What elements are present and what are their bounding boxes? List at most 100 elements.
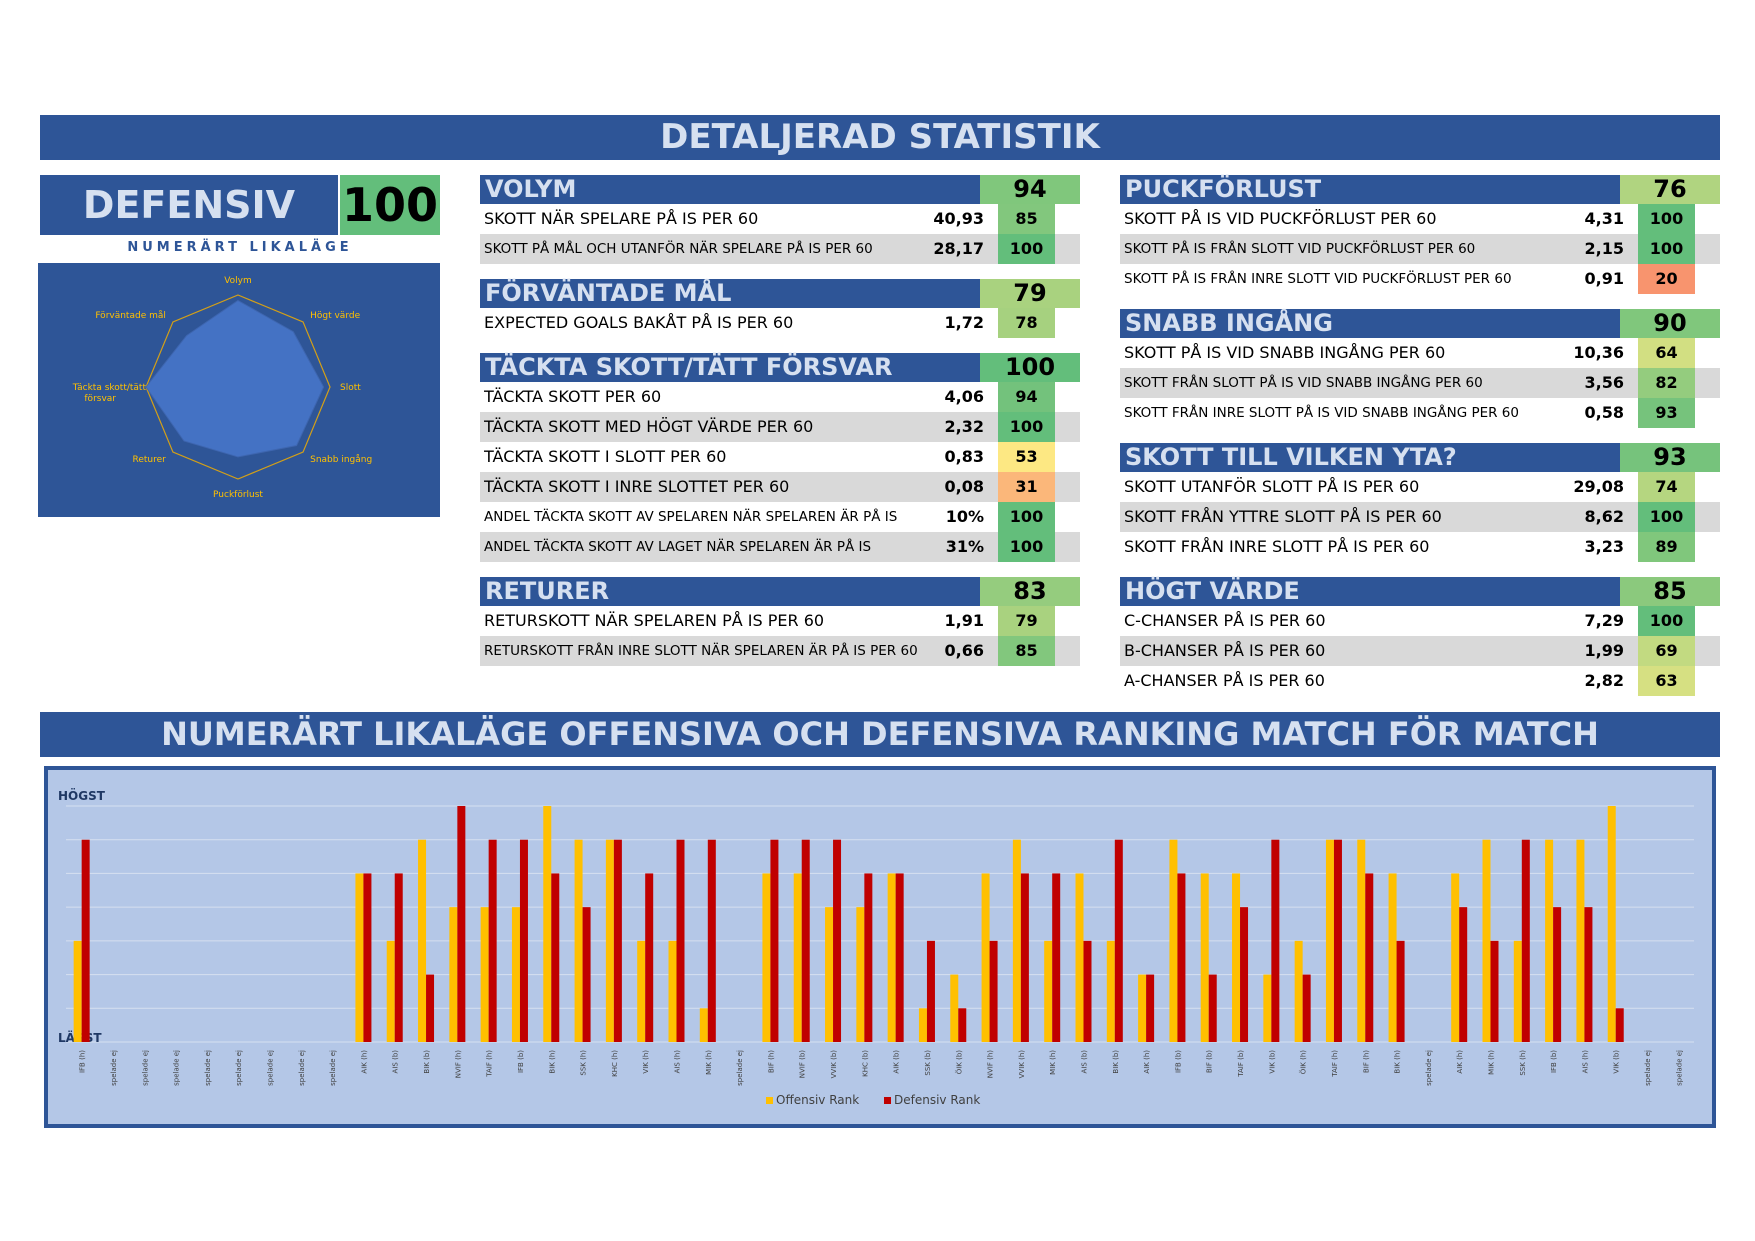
stat-rank: 93 — [1638, 398, 1695, 428]
radar-series-area — [145, 299, 325, 458]
stat-rank: 85 — [998, 204, 1055, 234]
x-tick-label: VVIK (b) — [830, 1050, 838, 1079]
x-tick-label: spelade ej — [110, 1050, 118, 1086]
offensive-bar — [918, 1008, 927, 1042]
defensive-bar — [1271, 839, 1280, 1042]
radar-axis-label: Snabb ingång — [310, 454, 372, 465]
radar-axis-label: Förväntade mål — [95, 310, 166, 321]
defensive-bar — [645, 873, 654, 1042]
stat-row: B-CHANSER PÅ IS PER 60 1,99 69 — [1120, 636, 1720, 666]
chart-title: NUMERÄRT LIKALÄGE OFFENSIVA OCH DEFENSIV… — [40, 712, 1720, 757]
panel-score: 94 — [980, 175, 1080, 204]
stat-value: 40,93 — [933, 209, 984, 228]
x-tick-label: KHC (b) — [861, 1050, 869, 1077]
offensive-bar — [950, 974, 959, 1042]
stat-rank: 20 — [1638, 264, 1695, 294]
x-tick-label: AIS (h) — [1581, 1050, 1589, 1074]
stat-label: SKOTT FRÅN INRE SLOTT PÅ IS VID SNABB IN… — [1124, 405, 1519, 421]
x-tick-label: spelade ej — [204, 1050, 212, 1086]
panel-title: VOLYM — [480, 175, 980, 204]
stat-row: SKOTT PÅ IS FRÅN INRE SLOTT VID PUCKFÖRL… — [1120, 264, 1720, 294]
defensive-bar — [770, 839, 779, 1042]
stat-rank: 100 — [1638, 204, 1695, 234]
radar-axis-label: Puckförlust — [213, 490, 263, 500]
stat-value: 4,06 — [944, 387, 984, 406]
offensive-bar — [1169, 839, 1178, 1042]
x-tick-label: AIS (h) — [674, 1050, 682, 1074]
x-tick-label: IFB (h) — [79, 1050, 87, 1073]
stat-label: TÄCKTA SKOTT PER 60 — [484, 387, 662, 406]
stat-label: SKOTT PÅ IS VID PUCKFÖRLUST PER 60 — [1124, 209, 1437, 228]
stat-value: 4,31 — [1584, 209, 1624, 228]
x-tick-label: spelade ej — [1675, 1050, 1683, 1086]
stat-label: TÄCKTA SKOTT MED HÖGT VÄRDE PER 60 — [484, 417, 814, 436]
stat-row: C-CHANSER PÅ IS PER 60 7,29 100 — [1120, 606, 1720, 636]
panel-forvantade-mal: FÖRVÄNTADE MÅL 79 EXPECTED GOALS BAKÅT PÅ … — [480, 279, 1080, 338]
x-tick-label: BIF (h) — [1362, 1050, 1370, 1073]
offensive-bar — [637, 940, 646, 1042]
panel-header: RETURER 83 — [480, 577, 1080, 606]
x-tick-label: ÖIK (h) — [1299, 1050, 1308, 1075]
stat-rank: 78 — [998, 308, 1055, 338]
panel-title: TÄCKTA SKOTT/TÄTT FÖRSVAR — [480, 353, 980, 382]
offensive-bar — [1325, 839, 1334, 1042]
stat-label: SKOTT FRÅN YTTRE SLOTT PÅ IS PER 60 — [1124, 507, 1442, 526]
panel-title: RETURER — [480, 577, 980, 606]
stat-value: 29,08 — [1573, 477, 1624, 496]
offensive-bar — [793, 873, 802, 1042]
offensive-bar — [1232, 873, 1241, 1042]
stat-value: 0,91 — [1584, 269, 1624, 288]
stat-row: RETURSKOTT FRÅN INRE SLOTT NÄR SPELAREN … — [480, 636, 1080, 666]
x-tick-label: spelade ej — [298, 1050, 306, 1086]
offensive-bar — [1075, 873, 1084, 1042]
x-tick-label: NVIF (h) — [454, 1050, 462, 1079]
panel-skott-yta: SKOTT TILL VILKEN YTA? 93 SKOTT UTANFÖR SL… — [1120, 443, 1720, 562]
stat-value: 28,17 — [933, 239, 984, 258]
defensive-bar — [895, 873, 904, 1042]
legend-label: Defensiv Rank — [894, 1093, 980, 1107]
panel-header: FÖRVÄNTADE MÅL 79 — [480, 279, 1080, 308]
stat-rank: 63 — [1638, 666, 1695, 696]
radar-axis-label: Täckta skott/tätt försvar — [72, 383, 147, 404]
defensive-bar — [1146, 974, 1155, 1042]
radar-axis-label: Högt värde — [310, 311, 360, 321]
panel-puckforlust: PUCKFÖRLUST 76 SKOTT PÅ IS VID PUCKFÖRLUST… — [1120, 175, 1720, 294]
stat-value: 2,32 — [944, 417, 984, 436]
panel-score: 90 — [1620, 309, 1720, 338]
offensive-bar — [480, 907, 489, 1042]
page-title: DETALJERAD STATISTIK — [40, 115, 1720, 160]
offensive-bar — [1106, 940, 1115, 1042]
defensive-bar — [551, 873, 560, 1042]
stat-rank: 100 — [998, 532, 1055, 562]
radar-axis-label: Returer — [133, 455, 167, 465]
defensive-bar — [1615, 1008, 1624, 1042]
defensive-bar — [833, 839, 842, 1042]
defensive-bar — [363, 873, 372, 1042]
radar-outer-ring — [145, 294, 331, 480]
defensive-score-box: DEFENSIV 100 — [40, 175, 440, 235]
stat-row: SKOTT UTANFÖR SLOTT PÅ IS PER 60 29,08 74 — [1120, 472, 1720, 502]
x-tick-label: MIK (h) — [1488, 1050, 1496, 1075]
defensive-bar — [926, 940, 935, 1042]
x-tick-label: SSK (h) — [1519, 1050, 1527, 1076]
x-tick-label: BIK (b) — [423, 1050, 431, 1074]
x-tick-label: spelade ej — [1644, 1050, 1652, 1086]
panel-score: 83 — [980, 577, 1080, 606]
defensive-bar — [1208, 974, 1217, 1042]
defensive-bar — [613, 839, 622, 1042]
stat-rank: 100 — [998, 234, 1055, 264]
stat-label: SKOTT FRÅN SLOTT PÅ IS VID SNABB INGÅNG … — [1124, 375, 1483, 391]
stat-rank: 31 — [998, 472, 1055, 502]
stat-value: 1,72 — [944, 313, 984, 332]
stat-value: 31% — [945, 537, 984, 556]
defensive-bar — [582, 907, 591, 1042]
stat-row: EXPECTED GOALS BAKÅT PÅ IS PER 60 1,72 78 — [480, 308, 1080, 338]
defensive-bar — [676, 839, 685, 1042]
panel-title: HÖGT VÄRDE — [1120, 577, 1620, 606]
stat-label: SKOTT NÄR SPELARE PÅ IS PER 60 — [484, 209, 759, 228]
stat-value: 0,83 — [944, 447, 984, 466]
panel-header: HÖGT VÄRDE 85 — [1120, 577, 1720, 606]
x-tick-label: BIF (b) — [1206, 1050, 1214, 1073]
defensive-bar — [488, 839, 497, 1042]
stat-row: SKOTT FRÅN INRE SLOTT PÅ IS VID SNABB IN… — [1120, 398, 1720, 428]
